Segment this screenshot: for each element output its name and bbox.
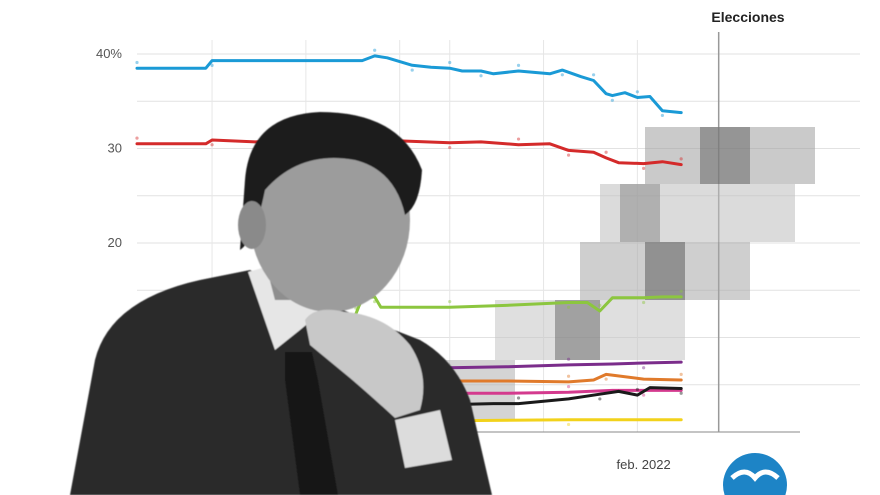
poll-point — [566, 422, 571, 427]
poll-point — [560, 73, 564, 77]
poll-point — [566, 374, 571, 378]
poll-point — [448, 60, 452, 65]
poll-point — [604, 377, 608, 381]
ear — [238, 201, 266, 249]
poll-point — [598, 303, 602, 307]
poll-point — [598, 397, 602, 401]
portrait-photo — [70, 112, 492, 495]
poll-point — [566, 153, 571, 157]
poll-point — [373, 299, 377, 304]
poll-point — [516, 63, 521, 67]
y-tick-label: 30 — [108, 141, 122, 156]
hair — [240, 112, 422, 250]
poll-point — [210, 143, 214, 147]
poll-point — [354, 306, 358, 310]
poll-point — [679, 157, 683, 161]
poll-point — [566, 357, 571, 361]
poll-point — [566, 385, 571, 389]
poll-point — [635, 387, 639, 392]
pixel-block — [555, 300, 600, 360]
face — [250, 128, 410, 312]
poll-point — [642, 166, 646, 170]
party-logo-circle — [723, 453, 787, 495]
poll-point — [210, 63, 214, 67]
pixel-block — [620, 184, 660, 242]
poll-point — [373, 48, 377, 52]
sleeve-cuff — [395, 410, 452, 468]
pixel-block — [700, 127, 750, 184]
poll-point — [410, 68, 414, 72]
poll-point — [679, 391, 683, 395]
poll-point — [604, 150, 608, 154]
poll-point — [679, 289, 683, 293]
pixel-block — [645, 242, 685, 300]
y-tick-label: 20 — [108, 235, 122, 250]
poll-point — [516, 396, 521, 400]
poll-point — [642, 300, 646, 305]
poll-point — [642, 393, 646, 397]
poll-point — [660, 113, 664, 118]
suit-jacket — [70, 270, 492, 495]
poll-point — [516, 137, 521, 141]
hand — [305, 309, 424, 418]
poll-point — [610, 98, 614, 102]
necktie — [285, 352, 338, 495]
party-logo-seagull-icon — [730, 469, 780, 482]
poll-point — [591, 73, 596, 77]
poll-point — [479, 74, 483, 78]
poll-point — [635, 90, 639, 94]
poll-point — [135, 60, 139, 65]
annotation-elecciones: Elecciones — [711, 9, 784, 25]
series-line-0 — [135, 54, 683, 115]
poll-point — [679, 372, 683, 376]
poll-point — [448, 299, 452, 304]
y-tick-label: 40% — [96, 46, 122, 61]
poll-point — [135, 136, 139, 140]
party-logo — [723, 453, 787, 495]
x-tick-label: feb. 2022 — [617, 457, 671, 472]
poll-point — [448, 145, 452, 150]
poll-point — [566, 305, 571, 309]
series-line-2 — [354, 295, 683, 316]
poll-point — [642, 366, 646, 370]
